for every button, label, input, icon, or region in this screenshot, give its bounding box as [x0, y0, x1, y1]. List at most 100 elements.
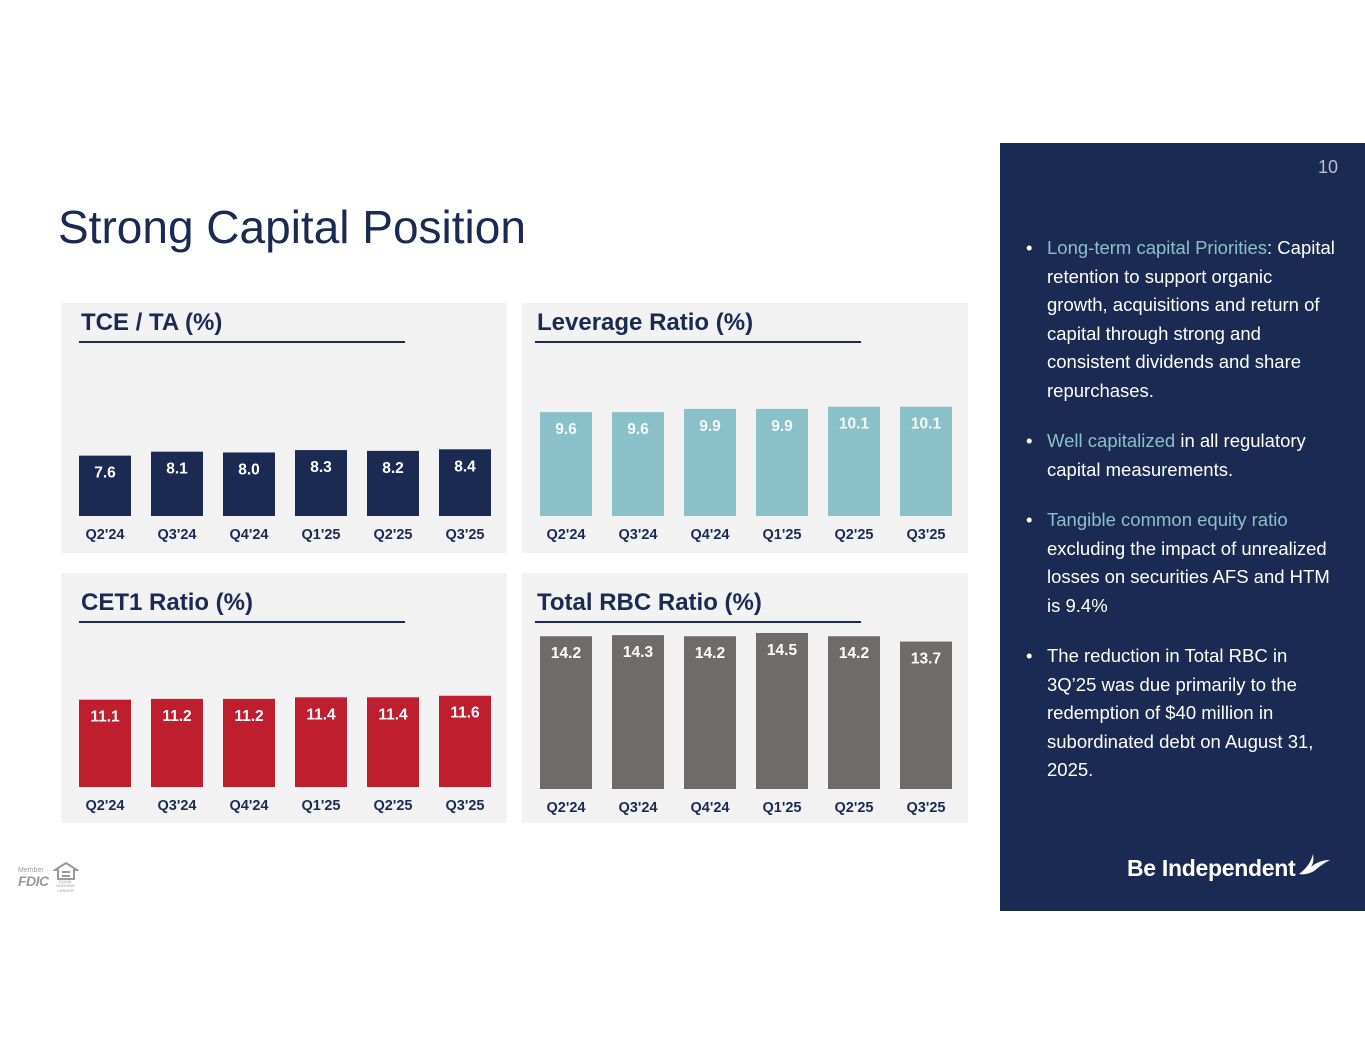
bar-data-label: 8.1: [166, 461, 188, 478]
bar: [295, 697, 347, 787]
bar-data-label: 11.6: [450, 705, 480, 722]
bar-data-label: 11.2: [234, 708, 263, 725]
bar: [684, 636, 736, 789]
bar-data-label: 7.6: [94, 465, 116, 482]
bar-data-label: 9.9: [699, 418, 721, 435]
bar-chart-tce-ta: 7.6 Q2'24 8.1 Q3'24 8.0 Q4'24 8.3 Q1'25 8.2 Q2'25…: [79, 449, 491, 543]
x-tick-label: Q4'24: [691, 527, 730, 543]
page-number: 10: [1317, 157, 1338, 177]
x-tick-label: Q1'25: [763, 527, 802, 543]
x-tick-label: Q3'25: [446, 527, 485, 543]
bar-chart-cet1-ratio: 11.1 Q2'24 11.2 Q3'24 11.2 Q4'24 11.4 Q1'25 11.4…: [79, 695, 491, 814]
chart-panel-leverage-ratio: Leverage Ratio (%) 9.6 Q2'24 9.6 Q3'24 9.9 Q4…: [522, 303, 968, 553]
bar: [684, 408, 736, 516]
brand-name: Be Independent: [1127, 855, 1296, 881]
bar: [612, 412, 664, 516]
fdic-text: FDIC: [18, 873, 49, 890]
bar: [828, 636, 880, 789]
bar: [439, 695, 491, 787]
bar: [367, 697, 419, 787]
bullet-list: Long-term capital Priorities: Capital re…: [1026, 234, 1336, 807]
brand-logo: Be Independent: [1127, 853, 1331, 882]
bar-data-label: 14.5: [767, 642, 798, 659]
bar: [439, 449, 491, 516]
bar-data-label: 11.1: [90, 709, 120, 726]
x-tick-label: Q4'24: [230, 798, 269, 814]
equal-housing-text: EQUAL HOUSING LENDER: [56, 879, 75, 893]
page-title: Strong Capital Position: [58, 201, 526, 253]
bullet-highlight: Tangible common equity ratio: [1047, 509, 1288, 530]
x-tick-label: Q3'24: [158, 527, 197, 543]
bar: [900, 641, 952, 789]
bar: [612, 635, 664, 789]
bullet-highlight: Well capitalized: [1047, 430, 1176, 451]
chart-title: Leverage Ratio (%): [537, 309, 754, 336]
bar-data-label: 10.1: [911, 416, 942, 433]
x-tick-label: Q2'24: [547, 800, 586, 816]
bar: [79, 699, 131, 787]
x-tick-label: Q2'24: [547, 527, 586, 543]
x-tick-label: Q2'25: [835, 800, 874, 816]
x-tick-label: Q3'24: [619, 527, 658, 543]
bar-data-label: 14.2: [551, 645, 581, 662]
bird-icon: [1299, 853, 1331, 874]
chart-title: CET1 Ratio (%): [81, 589, 254, 616]
x-tick-label: Q1'25: [763, 800, 802, 816]
bar-chart-leverage-ratio: 9.6 Q2'24 9.6 Q3'24 9.9 Q4'24 9.9 Q1'25 10.1 Q2'2…: [540, 406, 952, 543]
bullet-item: Long-term capital Priorities: Capital re…: [1026, 234, 1336, 405]
x-tick-label: Q2'25: [835, 527, 874, 543]
bar: [79, 455, 131, 516]
bullet-text: excluding the impact of unrealized losse…: [1047, 537, 1330, 616]
bullet-item: Tangible common equity ratio excluding t…: [1026, 506, 1336, 620]
title-underline: [535, 621, 861, 623]
bar-chart-total-rbc-ratio: 14.2 Q2'24 14.3 Q3'24 14.2 Q4'24 14.5 Q1'25 14.2…: [540, 633, 952, 816]
bar: [756, 408, 808, 516]
x-tick-label: Q2'24: [86, 527, 125, 543]
x-tick-label: Q3'25: [446, 798, 485, 814]
bar-data-label: 10.1: [839, 416, 870, 433]
bar-data-label: 9.9: [771, 418, 793, 435]
bar: [828, 406, 880, 516]
x-tick-label: Q4'24: [691, 800, 730, 816]
bullet-text: in all regulatory capital measurements.: [1047, 430, 1306, 480]
x-tick-label: Q1'25: [302, 527, 341, 543]
fdic-member-text: Member: [18, 867, 44, 875]
x-tick-label: Q2'25: [374, 798, 413, 814]
bullet-item: The reduction in Total RBC in 3Q’25 was …: [1026, 642, 1336, 785]
bar-data-label: 8.0: [238, 461, 260, 478]
title-underline: [79, 621, 405, 623]
bar: [367, 450, 419, 516]
title-underline: [79, 341, 405, 343]
bar: [540, 412, 592, 516]
bullet-item: Well capitalized in all regulatory capit…: [1026, 427, 1336, 484]
x-tick-label: Q3'24: [158, 798, 197, 814]
x-tick-label: Q3'24: [619, 800, 658, 816]
bar-data-label: 8.3: [310, 459, 332, 476]
bar-data-label: 9.6: [627, 421, 649, 438]
bullet-text: : Capital retention to support organic g…: [1047, 237, 1335, 401]
title-underline: [535, 341, 861, 343]
bar-data-label: 14.2: [695, 645, 725, 662]
bar-data-label: 14.2: [839, 645, 869, 662]
bar: [295, 450, 347, 516]
bar-data-label: 14.3: [623, 644, 654, 661]
bar-data-label: 11.4: [378, 706, 408, 723]
chart-panel-cet1-ratio: CET1 Ratio (%) 11.1 Q2'24 11.2 Q3'24 11.2 Q4'…: [61, 573, 507, 823]
bar: [540, 636, 592, 789]
bar: [151, 451, 203, 516]
bar-data-label: 8.4: [454, 458, 476, 475]
chart-panel-total-rbc-ratio: Total RBC Ratio (%) 14.2 Q2'24 14.3 Q3'24 14…: [522, 573, 968, 823]
chart-title: Total RBC Ratio (%): [537, 589, 762, 616]
chart-panel-tce-ta: TCE / TA (%) 7.6 Q2'24 8.1 Q3'24 8.0 Q4'24 8.3…: [61, 303, 507, 553]
fdic-logo: Member FDIC EQUAL HOUSING LENDER: [18, 862, 79, 893]
bar: [223, 452, 275, 516]
sidebar-panel: 10 Long-term capital Priorities: Capital…: [1000, 143, 1365, 911]
x-tick-label: Q2'25: [374, 527, 413, 543]
x-tick-label: Q3'25: [907, 800, 946, 816]
bullet-text: The reduction in Total RBC in 3Q’25 was …: [1047, 645, 1314, 780]
bullet-highlight: Long-term capital Priorities: [1047, 237, 1268, 258]
x-tick-label: Q4'24: [230, 527, 269, 543]
bar: [223, 698, 275, 787]
equal-housing-icon: [52, 862, 79, 880]
bar-data-label: 11.2: [162, 708, 191, 725]
